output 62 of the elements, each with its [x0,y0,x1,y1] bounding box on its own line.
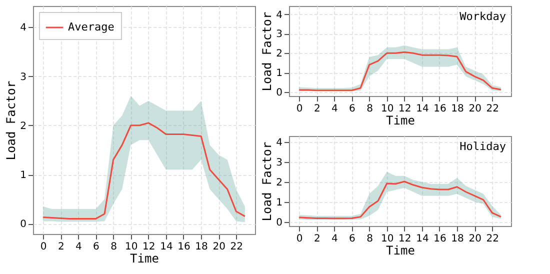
x-tick-label: 22 [486,234,499,244]
x-tick-label: 4 [76,242,82,252]
x-tick-label: 12 [398,104,412,114]
x-tick-label: 8 [366,234,373,244]
x-tick-label: 14 [160,242,173,252]
x-tick-label: 8 [110,242,117,252]
legend-label: Average [68,20,114,34]
x-tick-label: 6 [349,234,356,244]
x-tick-label: 6 [93,242,100,252]
y-tick-label: 3 [276,29,282,40]
y-tick-label: 1 [276,68,282,80]
y-tick-label: 3 [276,157,282,168]
x-tick-label: 14 [416,104,429,114]
x-tick-label: 2 [314,104,320,114]
x-tick-label: 10 [124,242,138,252]
x-axis-title: Time [130,252,159,266]
annotation: Holiday [460,140,506,153]
y-tick-label: 0 [276,217,282,228]
x-tick-label: 16 [434,104,446,114]
y-tick-label: 2 [276,48,282,60]
x-axis-title: Time [386,244,415,258]
y-tick-label: 1 [20,170,26,182]
x-tick-label: 18 [195,242,208,252]
x-tick-label: 0 [296,234,303,244]
x-tick-label: 2 [314,234,320,244]
y-axis-title: Load Factor [4,80,18,160]
y-tick-label: 2 [276,177,282,188]
y-tick-label: 4 [276,137,282,148]
y-tick-label: 0 [276,87,282,98]
y-axis-title: Load Factor [260,12,274,92]
x-tick-label: 22 [230,242,243,252]
x-tick-label: 18 [451,234,464,244]
x-tick-label: 8 [366,104,373,114]
x-tick-label: 0 [296,104,303,114]
x-tick-label: 16 [434,234,446,244]
y-axis-title: Load Factor [260,142,274,222]
x-tick-label: 18 [451,104,464,114]
x-tick-label: 12 [142,242,156,252]
y-tick-label: 4 [20,22,26,34]
x-tick-label: 6 [349,104,356,114]
x-tick-label: 22 [486,104,499,114]
x-tick-label: 10 [380,104,394,114]
x-tick-label: 20 [468,104,482,114]
x-tick-label: 16 [178,242,190,252]
x-axis-title: Time [386,114,415,128]
line-series [42,122,246,220]
x-tick-label: 2 [58,242,64,252]
x-tick-label: 20 [212,242,226,252]
x-tick-label: 0 [40,242,47,252]
x-tick-label: 4 [332,104,338,114]
y-tick-label: 0 [20,219,26,230]
y-tick-label: 4 [276,10,282,21]
annotation: Workday [460,10,506,23]
x-tick-label: 14 [416,234,429,244]
y-tick-label: 1 [276,197,282,208]
x-tick-label: 4 [332,234,338,244]
y-tick-label: 3 [20,72,26,83]
line-series [298,180,502,220]
x-tick-label: 12 [398,234,412,244]
x-tick-label: 20 [468,234,482,244]
x-tick-label: 10 [380,234,394,244]
y-tick-label: 2 [20,120,26,132]
